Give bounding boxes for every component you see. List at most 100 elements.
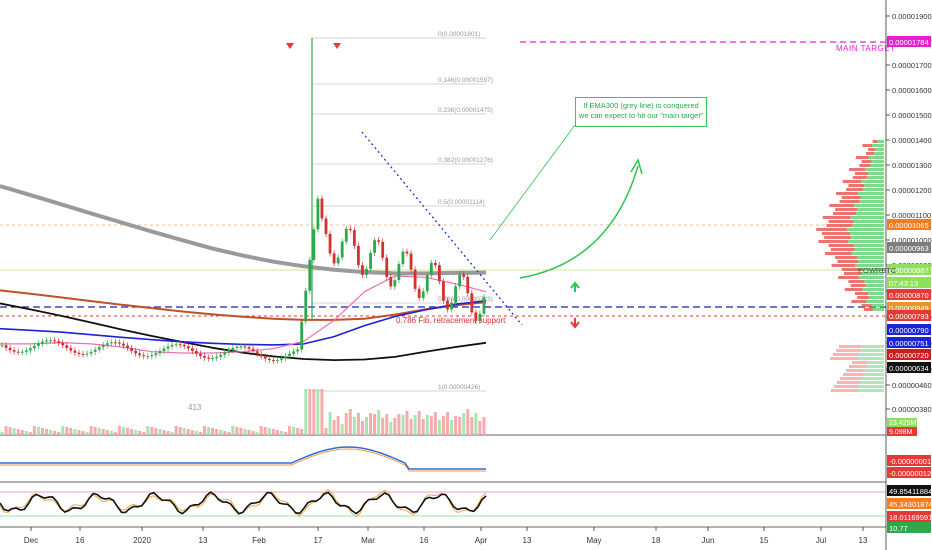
candle-body [352,230,356,246]
volume-bar [49,430,53,435]
candle-body [130,348,133,351]
candle-body [267,358,271,361]
volume-bar [178,427,182,435]
volume-bar [446,412,449,435]
volume-profile-bar [846,369,865,372]
volume-bar [36,427,40,435]
price-badge [887,242,931,253]
volume-bar [279,431,283,435]
volume-bar [336,416,340,435]
x-tick-label: 16 [76,536,85,545]
candle-body [450,302,453,310]
volume-bar [454,416,458,435]
volume-profile-bar [849,168,865,171]
volume-profile-bar [862,272,884,275]
volume-profile-bar [857,296,870,299]
y-tick-label: 0.00001000 [892,236,932,245]
volume-bar [174,426,178,435]
price-badge-label: 0.00000849 [889,304,929,313]
rsi-badge-label: 18.01169591 [889,513,932,522]
moving-average-line [0,184,487,276]
volume-profile-bar [861,160,872,163]
volume-bar [365,417,368,435]
volume-profile-bar [851,300,867,303]
candle-body [255,351,259,354]
volume-bar [356,413,360,435]
volume-profile-bar [833,212,856,215]
volume-bar [292,427,296,435]
rsi-badge-label: 45.34301874 [889,500,932,509]
candle-body [393,280,397,287]
moving-average-line [0,300,487,346]
candle-body [332,253,336,264]
volume-profile-bar [855,292,869,295]
fib-level-label: 1(0.00000426) [438,384,480,391]
volume-profile-bar [840,377,862,380]
candle-body [207,357,210,359]
x-tick-label: 13 [859,536,868,545]
candle-body [466,276,470,294]
fib-level-label: 0.786(0.00000723) [438,296,493,303]
candle-body [316,198,320,230]
volume-profile-bar [848,184,865,187]
price-badge-label: 0.00000634 [889,364,929,373]
volume-bar [271,429,275,435]
candle-body [211,358,214,360]
candle-body [401,251,405,264]
macd-badge [887,467,931,478]
volume-bar [255,432,259,435]
volume-profile-bar [866,176,884,179]
x-tick-label: 15 [760,536,769,545]
x-tick-label: 13 [523,536,532,545]
price-badge-label: 0.00000793 [889,312,929,321]
volume-bar [190,430,194,435]
volume-bar [344,413,348,435]
candle-body [296,349,300,352]
volume-profile-bar [862,288,884,291]
volume-profile-bar [828,244,854,247]
volume-profile-bar [830,248,855,251]
candle-body [126,345,129,349]
volume-bar [126,428,130,435]
candle-body [417,288,421,298]
volume-profile-bar [851,236,884,239]
candle-body [235,346,239,348]
candle-body [57,341,61,343]
volume-bar [20,430,24,435]
volume-profile-bar [853,220,884,223]
price-badge-label: 07:43:13 [889,279,918,288]
volume-profile-bar [865,284,884,287]
volume-profile-bar [822,216,851,219]
volume-profile-bar [864,280,884,283]
candle-body [373,240,376,253]
candle-body [166,346,170,349]
volume-bar [251,431,255,435]
volume-profile-bar [863,308,873,311]
candle-body [37,343,40,346]
y-tick-label: 0.00000380 [892,405,932,414]
y-tick-label: 0.00001100 [892,211,931,220]
x-tick-label: Apr [475,536,488,545]
moving-average-line [0,289,487,321]
candle-body [8,347,12,351]
volume-profile-bar [857,256,884,259]
candle-body [4,345,8,348]
rsi-badge [887,498,931,509]
x-tick-label: 17 [314,536,323,545]
candle-body [73,350,77,353]
candle-body [474,312,478,321]
x-tick-label: 2020 [133,536,151,545]
volume-bar [194,431,198,435]
volume-bar [263,427,267,435]
candle-body [154,353,158,356]
candle-body [421,291,425,298]
volume-profile-bar [839,345,862,348]
price-badge [887,337,931,348]
candle-body [0,345,4,347]
callout-line-1: If EMA300 (grey line) is conquered [583,101,699,110]
candle-body [41,341,44,344]
volume-profile-bar [831,264,856,267]
volume-bar [267,428,271,435]
volume-bar [466,409,470,435]
volume-profile-bar [877,140,884,143]
